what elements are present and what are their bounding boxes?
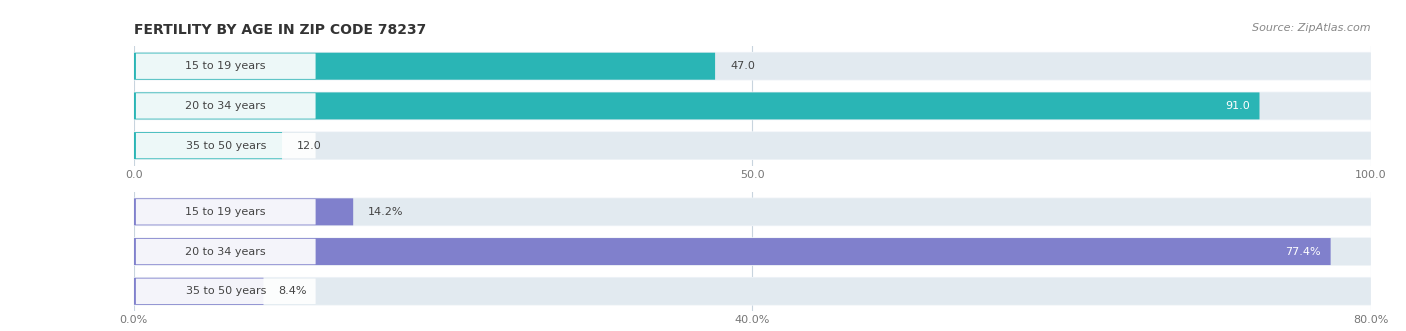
FancyBboxPatch shape — [136, 239, 315, 264]
FancyBboxPatch shape — [136, 93, 315, 118]
FancyBboxPatch shape — [134, 92, 1371, 119]
Text: 20 to 34 years: 20 to 34 years — [186, 101, 266, 111]
FancyBboxPatch shape — [136, 54, 315, 79]
FancyBboxPatch shape — [134, 238, 1371, 265]
FancyBboxPatch shape — [134, 92, 1260, 119]
FancyBboxPatch shape — [134, 278, 1371, 305]
Text: Source: ZipAtlas.com: Source: ZipAtlas.com — [1253, 23, 1371, 33]
Text: 35 to 50 years: 35 to 50 years — [186, 141, 266, 151]
Text: 77.4%: 77.4% — [1285, 247, 1320, 257]
FancyBboxPatch shape — [134, 277, 1371, 306]
Text: 14.2%: 14.2% — [368, 207, 404, 217]
Text: 91.0: 91.0 — [1225, 101, 1250, 111]
Text: 15 to 19 years: 15 to 19 years — [186, 61, 266, 71]
Text: 35 to 50 years: 35 to 50 years — [186, 286, 266, 296]
FancyBboxPatch shape — [134, 237, 1371, 266]
FancyBboxPatch shape — [136, 199, 315, 224]
FancyBboxPatch shape — [134, 278, 263, 305]
FancyBboxPatch shape — [134, 132, 1371, 159]
FancyBboxPatch shape — [134, 238, 1330, 265]
FancyBboxPatch shape — [134, 198, 1371, 225]
FancyBboxPatch shape — [136, 279, 315, 304]
FancyBboxPatch shape — [134, 198, 353, 225]
FancyBboxPatch shape — [134, 52, 1371, 80]
Text: 15 to 19 years: 15 to 19 years — [186, 207, 266, 217]
FancyBboxPatch shape — [134, 92, 1371, 120]
FancyBboxPatch shape — [136, 133, 315, 158]
FancyBboxPatch shape — [134, 132, 283, 159]
FancyBboxPatch shape — [134, 53, 716, 80]
Text: FERTILITY BY AGE IN ZIP CODE 78237: FERTILITY BY AGE IN ZIP CODE 78237 — [134, 23, 426, 37]
Text: 8.4%: 8.4% — [278, 286, 307, 296]
Text: 12.0: 12.0 — [297, 141, 322, 151]
FancyBboxPatch shape — [134, 53, 1371, 80]
Text: 47.0: 47.0 — [730, 61, 755, 71]
Text: 20 to 34 years: 20 to 34 years — [186, 247, 266, 257]
FancyBboxPatch shape — [134, 131, 1371, 160]
FancyBboxPatch shape — [134, 198, 1371, 226]
